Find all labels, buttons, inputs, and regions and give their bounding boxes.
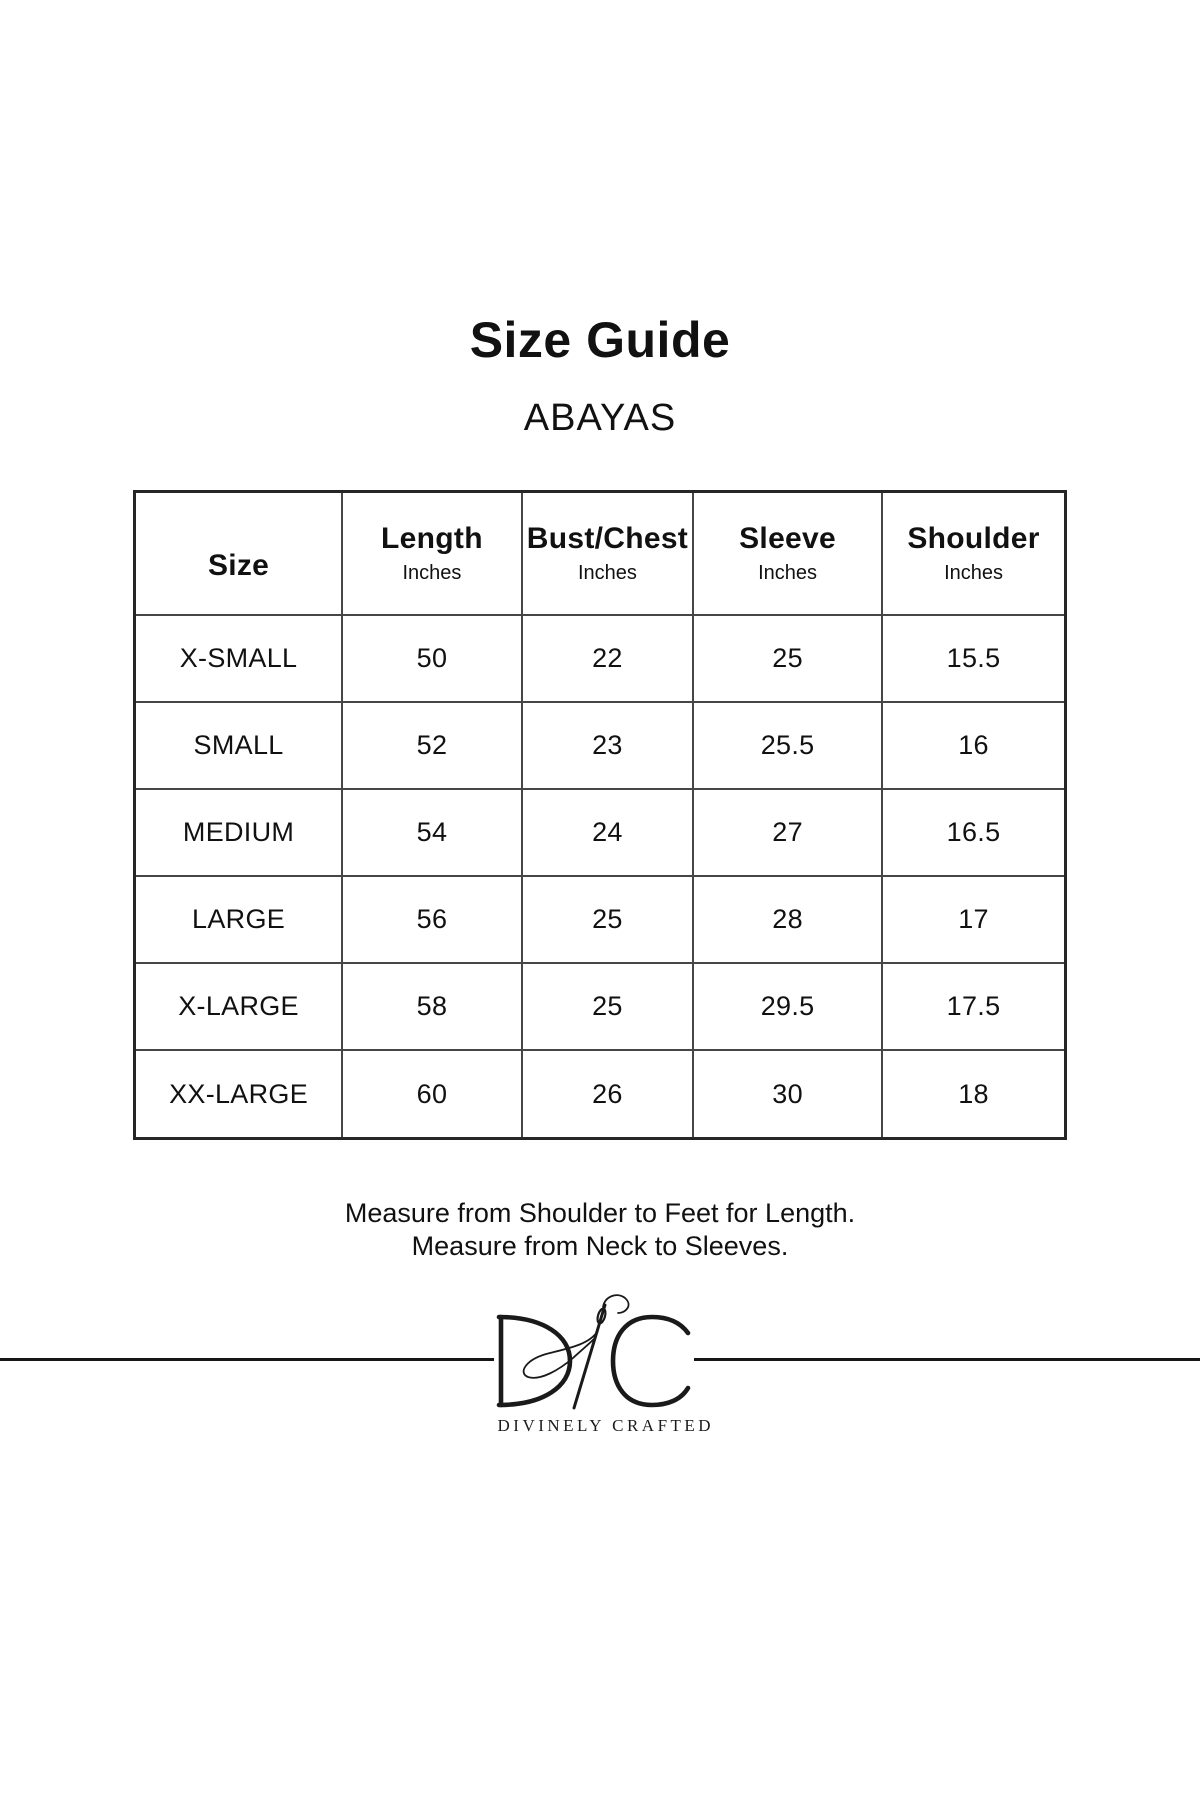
shoulder-value: 17	[881, 874, 1067, 964]
brand-logo: DIVINELY CRAFTED	[494, 1292, 715, 1444]
header-label-size: Size	[207, 548, 270, 582]
header-unit-bust-chest: Inches	[577, 561, 637, 584]
header-cell-length: Length Inches	[341, 490, 523, 616]
table-row: X-SMALL 50 22 25 15.5	[133, 613, 1067, 703]
shoulder-value: 16.5	[881, 787, 1067, 877]
size-label: MEDIUM	[133, 787, 344, 877]
bust-chest-value: 23	[520, 700, 695, 790]
length-value: 58	[341, 961, 523, 1052]
brand-name: DIVINELY CRAFTED	[497, 1416, 715, 1435]
table-row: XX-LARGE 60 26 30 18	[133, 1049, 1067, 1140]
table-row: LARGE 56 25 28 17	[133, 874, 1067, 964]
table-row: MEDIUM 54 24 27 16.5	[133, 787, 1067, 877]
header-label-bust-chest: Bust/Chest	[526, 521, 689, 555]
shoulder-value: 17.5	[881, 961, 1067, 1052]
header-cell-shoulder: Shoulder Inches	[881, 490, 1067, 616]
bust-chest-value: 24	[520, 787, 695, 877]
header-cell-size: Size	[133, 490, 344, 616]
sleeve-value: 25	[692, 613, 884, 703]
sleeve-value: 27	[692, 787, 884, 877]
bust-chest-value: 25	[520, 961, 695, 1052]
size-label: SMALL	[133, 700, 344, 790]
header-label-length: Length	[381, 521, 483, 555]
length-value: 52	[341, 700, 523, 790]
shoulder-value: 15.5	[881, 613, 1067, 703]
size-label: XX-LARGE	[133, 1049, 344, 1140]
header-cell-bust-chest: Bust/Chest Inches	[520, 490, 695, 616]
header-label-sleeve: Sleeve	[739, 521, 837, 555]
header-label-shoulder: Shoulder	[907, 521, 1040, 555]
dc-monogram-needle-icon	[496, 1294, 691, 1410]
note-line-1: Measure from Shoulder to Feet for Length…	[344, 1198, 856, 1228]
bust-chest-value: 22	[520, 613, 695, 703]
table-header-row: Size Length Inches Bust/Chest Inches Sle…	[133, 490, 1067, 616]
bust-chest-value: 25	[520, 874, 695, 964]
length-value: 50	[341, 613, 523, 703]
length-value: 60	[341, 1049, 523, 1140]
page-subtitle: ABAYAS	[523, 397, 677, 439]
table-row: SMALL 52 23 25.5 16	[133, 700, 1067, 790]
page-title: Size Guide	[469, 312, 731, 368]
shoulder-value: 16	[881, 700, 1067, 790]
bust-chest-value: 26	[520, 1049, 695, 1140]
header-cell-sleeve: Sleeve Inches	[692, 490, 884, 616]
sleeve-value: 30	[692, 1049, 884, 1140]
measurement-notes: Measure from Shoulder to Feet for Length…	[0, 1197, 1200, 1263]
header-unit-length: Inches	[402, 561, 462, 584]
size-label: LARGE	[133, 874, 344, 964]
table-row: X-LARGE 58 25 29.5 17.5	[133, 961, 1067, 1052]
shoulder-value: 18	[881, 1049, 1067, 1140]
size-label: X-SMALL	[133, 613, 344, 703]
note-line-2: Measure from Neck to Sleeves.	[411, 1231, 789, 1261]
length-value: 56	[341, 874, 523, 964]
header-unit-sleeve: Inches	[758, 561, 818, 584]
size-guide-table: Size Length Inches Bust/Chest Inches Sle…	[133, 490, 1067, 1140]
header-unit-shoulder: Inches	[944, 561, 1003, 584]
length-value: 54	[341, 787, 523, 877]
sleeve-value: 25.5	[692, 700, 884, 790]
size-label: X-LARGE	[133, 961, 344, 1052]
size-guide-table-container: Size Length Inches Bust/Chest Inches Sle…	[133, 490, 1067, 1140]
sleeve-value: 29.5	[692, 961, 884, 1052]
sleeve-value: 28	[692, 874, 884, 964]
